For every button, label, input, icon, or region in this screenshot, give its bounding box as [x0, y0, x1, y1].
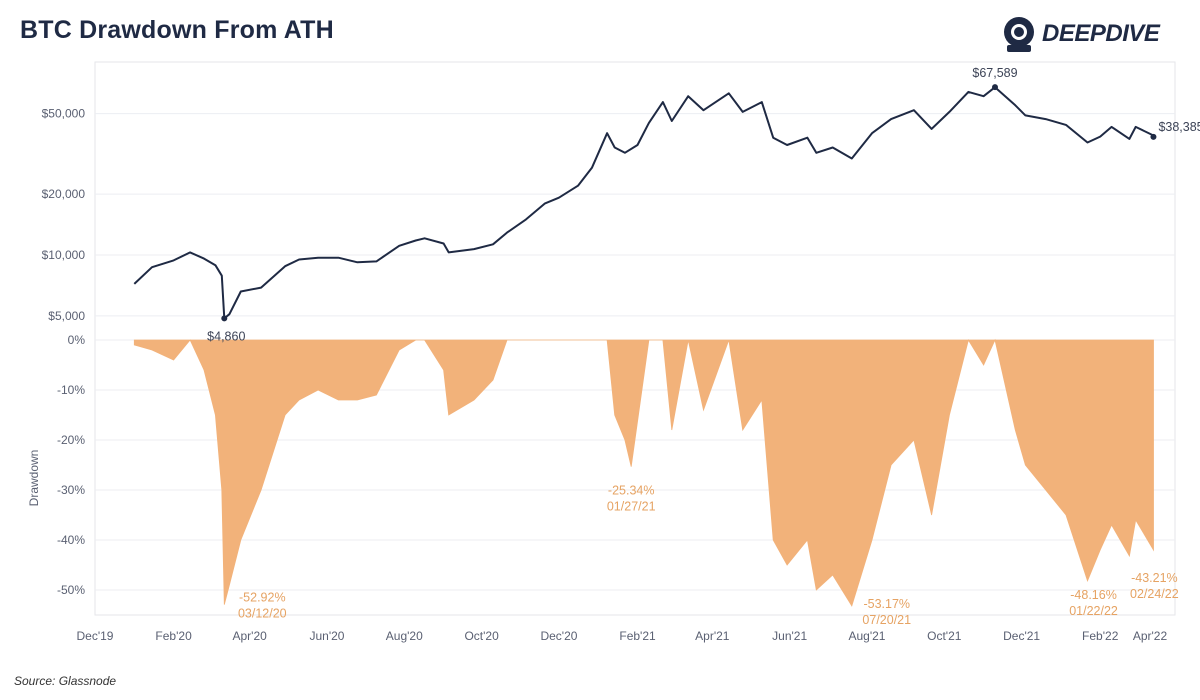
drawdown-y-tick-label: -50%: [57, 583, 85, 597]
x-tick-label: Oct'21: [927, 629, 962, 643]
price-annotation-marker: [992, 84, 998, 91]
drawdown-annotation-value: -52.92%: [239, 591, 286, 605]
logo-text: DEEPDIVE: [1042, 20, 1160, 47]
x-tick-label: Feb'21: [619, 629, 656, 643]
drawdown-annotation-date: 02/24/22: [1130, 587, 1179, 601]
price-y-tick-label: $50,000: [42, 107, 86, 121]
x-tick-label: Aug'21: [848, 629, 885, 643]
x-tick-label: Apr'21: [695, 629, 730, 643]
price-annotation-label: $67,589: [972, 66, 1017, 80]
drawdown-area: [133, 338, 1154, 607]
x-tick-label: Feb'20: [155, 629, 192, 643]
drawdown-y-tick-label: 0%: [68, 333, 86, 347]
drawdown-y-tick-label: -10%: [57, 383, 85, 397]
chart-title: BTC Drawdown From ATH: [20, 16, 334, 44]
x-tick-label: Oct'20: [464, 629, 499, 643]
price-annotation-label: $38,385: [1158, 120, 1200, 134]
diver-helmet-icon: [1004, 17, 1034, 52]
drawdown-annotation-date: 01/27/21: [607, 500, 656, 514]
drawdown-annotation-date: 01/22/22: [1069, 604, 1118, 618]
x-tick-label: Aug'20: [386, 629, 423, 643]
x-tick-label: Jun'21: [772, 629, 807, 643]
price-y-tick-label: $20,000: [42, 187, 86, 201]
drawdown-axis-label: Drawdown: [27, 450, 41, 507]
drawdown-annotation-date: 07/20/21: [862, 613, 911, 627]
x-tick-label: Dec'21: [1003, 629, 1040, 643]
drawdown-annotation-value: -43.21%: [1131, 571, 1178, 585]
price-annotation-marker: [221, 315, 228, 322]
price-line: [133, 86, 1154, 320]
x-tick-label: Dec'19: [77, 629, 114, 643]
price-annotation-marker: [1150, 133, 1157, 140]
x-tick-label: Apr'22: [1133, 629, 1168, 643]
drawdown-annotation-value: -25.34%: [608, 484, 655, 498]
price-annotation-label: $4,860: [207, 329, 245, 343]
deepdive-logo: DEEPDIVE: [1000, 12, 1185, 56]
price-y-tick-label: $5,000: [48, 309, 85, 323]
drawdown-y-tick-label: -40%: [57, 533, 85, 547]
x-tick-label: Dec'20: [540, 629, 577, 643]
drawdown-y-tick-label: -20%: [57, 433, 85, 447]
drawdown-annotation-value: -48.16%: [1070, 588, 1117, 602]
x-tick-label: Apr'20: [232, 629, 267, 643]
drawdown-annotation-date: 03/12/20: [238, 607, 287, 621]
price-y-tick-label: $10,000: [42, 248, 86, 262]
source-note: Source: Glassnode: [14, 674, 117, 688]
drawdown-y-tick-label: -30%: [57, 483, 85, 497]
x-tick-label: Feb'22: [1082, 629, 1119, 643]
x-tick-label: Jun'20: [309, 629, 344, 643]
drawdown-annotation-value: -53.17%: [863, 597, 910, 611]
